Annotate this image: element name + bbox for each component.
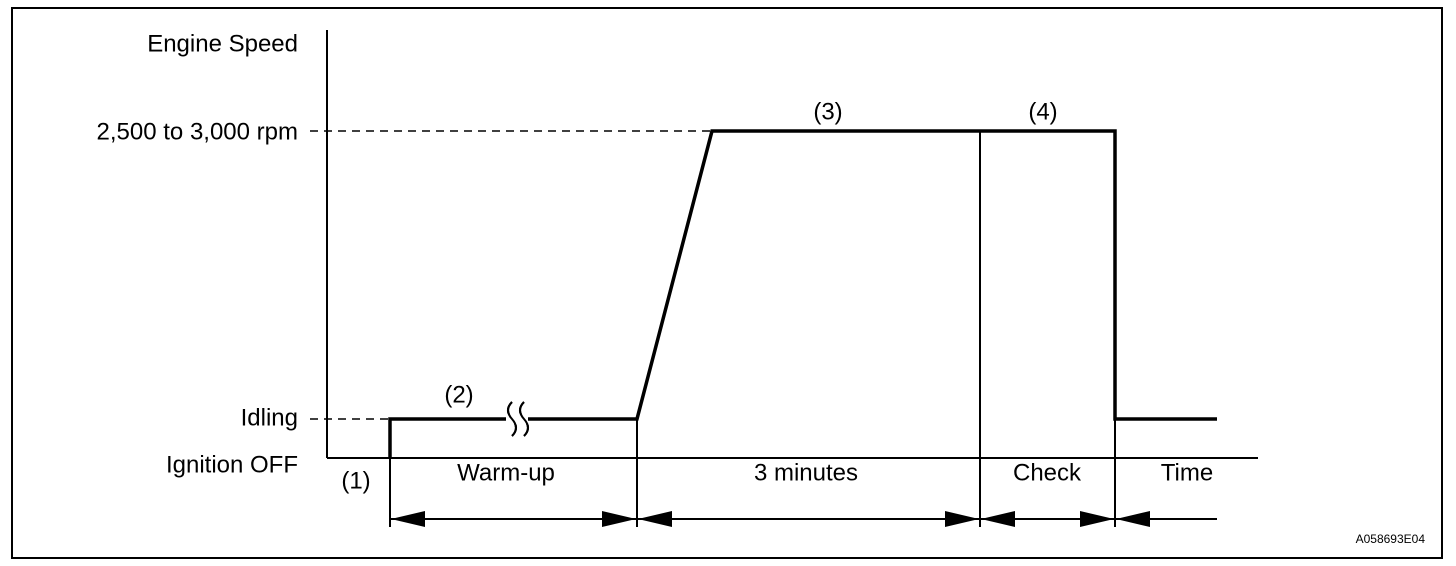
phase-label: Warm-up bbox=[457, 459, 555, 486]
speed-profile bbox=[388, 129, 1217, 458]
break-mark bbox=[507, 401, 529, 437]
level-label: Idling bbox=[241, 404, 298, 431]
x-axis-label: Time bbox=[1161, 459, 1213, 486]
break-gap bbox=[506, 414, 528, 424]
figure-code: A058693E04 bbox=[1356, 532, 1426, 546]
step-label: (1) bbox=[341, 467, 370, 494]
phase-label: Check bbox=[1013, 459, 1082, 486]
step-label: (4) bbox=[1028, 98, 1057, 125]
phase-label: 3 minutes bbox=[754, 459, 858, 486]
step-label: (3) bbox=[813, 98, 842, 125]
y-axis-label: Engine Speed bbox=[147, 30, 298, 57]
frame bbox=[11, 7, 1443, 559]
level-label: Ignition OFF bbox=[166, 451, 298, 478]
step-label: (2) bbox=[444, 381, 473, 408]
level-label: 2,500 to 3,000 rpm bbox=[97, 118, 298, 145]
arrowheads bbox=[391, 511, 1150, 527]
